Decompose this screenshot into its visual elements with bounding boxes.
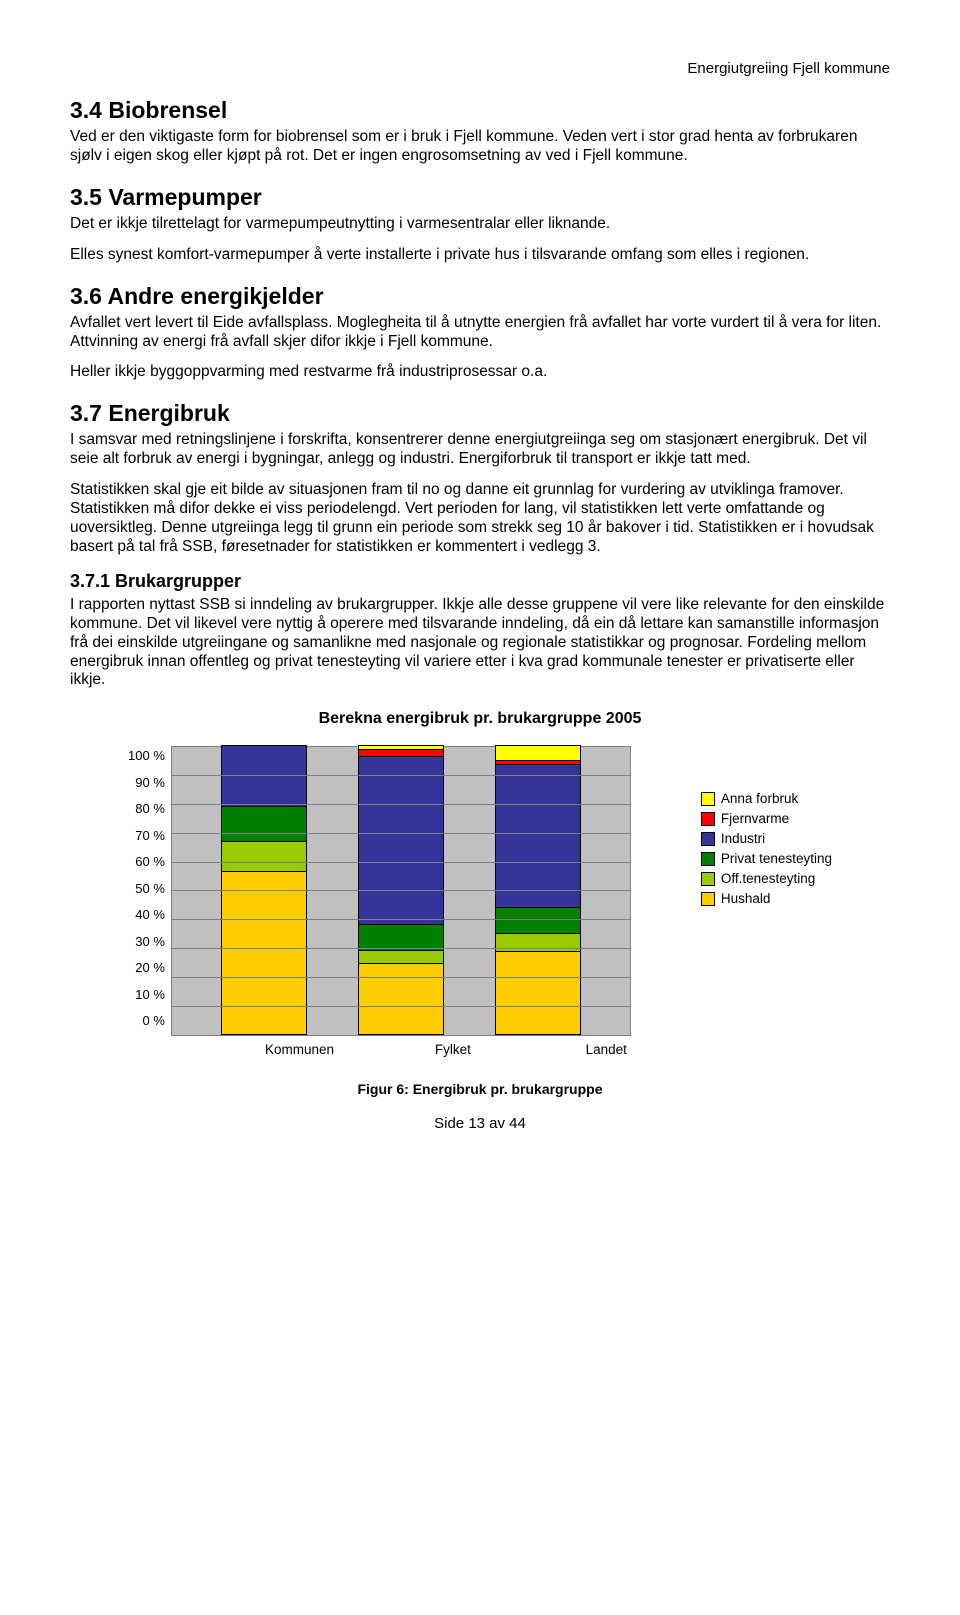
plot-area	[171, 746, 631, 1036]
legend-item: Privat tenesteyting	[701, 851, 832, 866]
bar-segment-industri	[496, 764, 580, 907]
heading-3-7-1: 3.7.1 Brukargrupper	[70, 571, 890, 592]
figure-caption: Figur 6: Energibruk pr. brukargruppe	[70, 1081, 890, 1097]
para: Avfallet vert levert til Eide avfallspla…	[70, 314, 890, 352]
y-tick-label: 100 %	[128, 748, 165, 763]
y-tick-label: 40 %	[128, 907, 165, 922]
grid-line	[172, 833, 630, 834]
x-tick-label: Fylket	[410, 1042, 496, 1057]
legend-item: Anna forbruk	[701, 791, 832, 806]
grid-line	[172, 804, 630, 805]
grid-line	[172, 890, 630, 891]
legend-label: Hushald	[721, 891, 771, 906]
y-tick-label: 50 %	[128, 881, 165, 896]
grid-line	[172, 775, 630, 776]
legend-item: Fjernvarme	[701, 811, 832, 826]
legend-item: Industri	[701, 831, 832, 846]
heading-3-7: 3.7 Energibruk	[70, 400, 890, 427]
legend-swatch	[701, 892, 715, 906]
bar-segment-off_tenesteyting	[222, 841, 306, 871]
legend-swatch	[701, 852, 715, 866]
y-tick-label: 20 %	[128, 960, 165, 975]
legend-item: Hushald	[701, 891, 832, 906]
y-tick-label: 80 %	[128, 801, 165, 816]
legend-label: Fjernvarme	[721, 811, 789, 826]
y-tick-label: 0 %	[128, 1013, 165, 1028]
chart: 100 % 90 % 80 % 70 % 60 % 50 % 40 % 30 % 20 % 10 …	[70, 746, 890, 1057]
bar-segment-anna_forbruk	[496, 746, 580, 760]
para: I rapporten nyttast SSB si inndeling av …	[70, 596, 890, 691]
grid-line	[172, 977, 630, 978]
heading-3-5: 3.5 Varmepumper	[70, 184, 890, 211]
page-footer: Side 13 av 44	[70, 1115, 890, 1132]
para: Statistikken skal gje eit bilde av situa…	[70, 481, 890, 557]
bar-segment-hushald	[496, 951, 580, 1034]
legend-label: Off.tenesteyting	[721, 871, 815, 886]
document-page: Energiutgreiing Fjell kommune 3.4 Biobre…	[0, 0, 960, 1162]
x-tick-label: Kommunen	[257, 1042, 343, 1057]
para: Heller ikkje byggoppvarming med restvarm…	[70, 363, 890, 382]
legend-swatch	[701, 812, 715, 826]
grid-line	[172, 862, 630, 863]
heading-3-4: 3.4 Biobrensel	[70, 97, 890, 124]
legend-item: Off.tenesteyting	[701, 871, 832, 886]
heading-3-6: 3.6 Andre energikjelder	[70, 283, 890, 310]
grid-line	[172, 948, 630, 949]
header-right: Energiutgreiing Fjell kommune	[70, 60, 890, 77]
legend-label: Anna forbruk	[721, 791, 798, 806]
y-tick-label: 30 %	[128, 934, 165, 949]
bar-segment-industri	[359, 756, 443, 924]
y-tick-label: 70 %	[128, 828, 165, 843]
legend-swatch	[701, 872, 715, 886]
legend-swatch	[701, 792, 715, 806]
para: Elles synest komfort-varmepumper å verte…	[70, 246, 890, 265]
y-tick-label: 60 %	[128, 854, 165, 869]
y-tick-label: 10 %	[128, 987, 165, 1002]
grid-line	[172, 1006, 630, 1007]
x-tick-label: Landet	[563, 1042, 649, 1057]
legend-swatch	[701, 832, 715, 846]
bar-segment-privat_tenesteyting	[222, 806, 306, 841]
para: Ved er den viktigaste form for biobrense…	[70, 128, 890, 166]
bar-segment-off_tenesteyting	[359, 950, 443, 962]
y-axis: 100 % 90 % 80 % 70 % 60 % 50 % 40 % 30 % 20 % 10 …	[128, 746, 171, 1028]
x-axis-labels: Kommunen Fylket Landet	[223, 1042, 683, 1057]
legend-label: Privat tenesteyting	[721, 851, 832, 866]
chart-area: 100 % 90 % 80 % 70 % 60 % 50 % 40 % 30 % 20 % 10 …	[128, 746, 683, 1057]
bar-segment-industri	[222, 746, 306, 806]
bar-segment-hushald	[222, 871, 306, 1034]
legend-label: Industri	[721, 831, 765, 846]
y-tick-label: 90 %	[128, 775, 165, 790]
bar-segment-hushald	[359, 963, 443, 1035]
bar-segment-privat_tenesteyting	[359, 924, 443, 950]
para: Det er ikkje tilrettelagt for varmepumpe…	[70, 215, 890, 234]
bar-segment-fjernvarme	[359, 749, 443, 756]
grid-line	[172, 919, 630, 920]
para: I samsvar med retningslinjene i forskrif…	[70, 431, 890, 469]
chart-title: Berekna energibruk pr. brukargruppe 2005	[70, 710, 890, 728]
legend: Anna forbruk Fjernvarme Industri Privat ten…	[701, 791, 832, 906]
